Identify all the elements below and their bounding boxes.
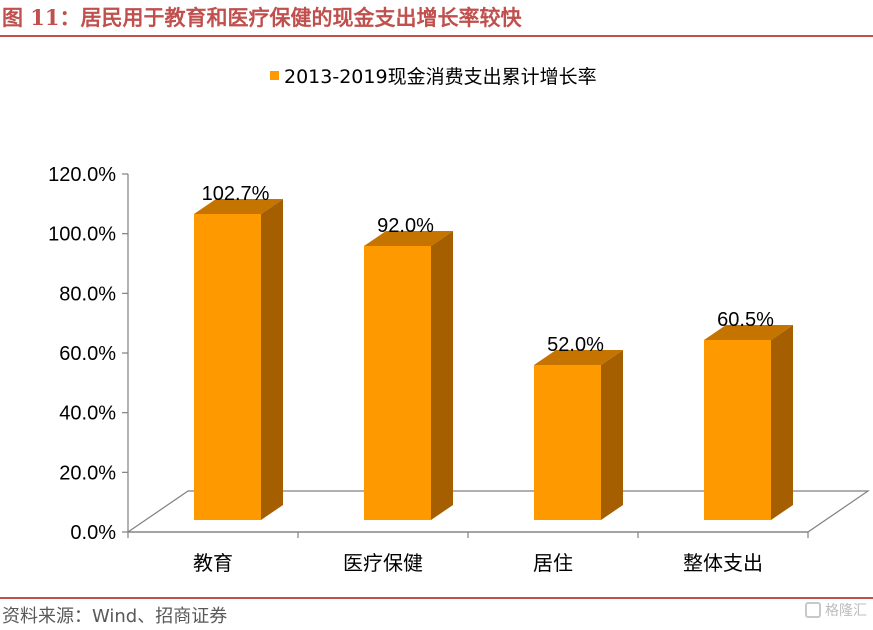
bar-top — [364, 231, 453, 246]
watermark-logo-icon — [805, 602, 821, 618]
data-label: 92.0% — [377, 215, 434, 237]
x-tick-label: 居住 — [533, 551, 573, 575]
y-tick-label: 40.0% — [59, 403, 116, 425]
x-tick-label: 整体支出 — [683, 551, 763, 575]
chart-legend: 2013-2019现金消费支出累计增长率 — [270, 60, 597, 90]
bar-chart: 0.0% 20.0% 40.0% 60.0% 80.0% 100.0% 120.0% 102… — [48, 164, 870, 575]
source-note: 资料来源：Wind、招商证券 — [2, 606, 228, 627]
y-tick-label: 0.0% — [70, 522, 116, 544]
data-label: 52.0% — [547, 334, 604, 356]
bar-front — [704, 340, 771, 520]
data-label: 60.5% — [717, 309, 774, 331]
bar-side — [261, 199, 283, 520]
footer-divider — [0, 597, 873, 599]
data-label: 102.7% — [202, 183, 270, 205]
bar-top — [194, 199, 283, 214]
x-tick-label: 教育 — [193, 551, 233, 575]
bar-front — [194, 214, 261, 520]
watermark: 格隆汇 — [805, 600, 867, 620]
bar-side — [601, 350, 623, 520]
x-tick-label: 医疗保健 — [343, 551, 423, 575]
y-tick-label: 20.0% — [59, 462, 116, 484]
bar-top — [704, 325, 793, 340]
y-tick-label: 120.0% — [48, 164, 116, 186]
bar — [364, 231, 453, 520]
y-tick-label: 80.0% — [59, 283, 116, 305]
title-divider — [0, 35, 873, 37]
bar-front — [364, 246, 431, 520]
legend-label: 2013-2019现金消费支出累计增长率 — [284, 65, 597, 88]
bar — [534, 350, 623, 520]
watermark-text: 格隆汇 — [825, 603, 867, 619]
figure-title: 图 11：居民用于教育和医疗保健的现金支出增长率较快 — [2, 5, 522, 30]
bar-front — [534, 365, 601, 520]
bar — [704, 325, 793, 520]
bar-top — [534, 350, 623, 365]
y-tick-label: 60.0% — [59, 343, 116, 365]
legend-swatch — [270, 70, 279, 80]
bar-side — [431, 231, 453, 520]
bar-side — [771, 325, 793, 520]
bar — [194, 199, 283, 520]
y-tick-label: 100.0% — [48, 224, 116, 246]
